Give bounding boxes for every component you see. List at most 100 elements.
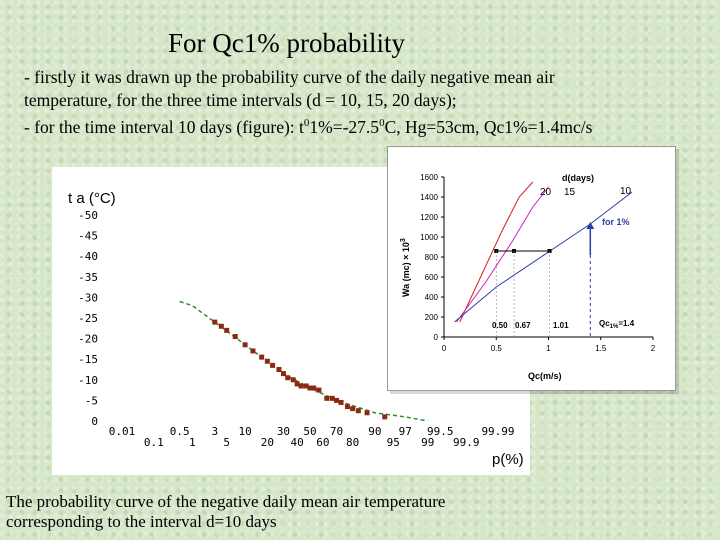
data-point (364, 410, 370, 416)
x-tick-label-lower: 40 (291, 436, 304, 449)
x-axis-label: Qc(m/s) (528, 371, 562, 381)
y-tick-label: -45 (78, 230, 98, 243)
annotation-0-67: 0.67 (515, 321, 531, 330)
x-tick-label: 1 (546, 344, 551, 353)
data-point (276, 367, 282, 372)
annotation-0-50: 0.50 (492, 321, 508, 330)
x-tick-label-lower: 20 (261, 436, 274, 449)
slide-title: For Qc1% probability (168, 28, 405, 58)
x-tick-label-upper: 97 (399, 425, 412, 438)
data-point (311, 385, 317, 391)
x-tick-label-upper: 0.01 (109, 425, 136, 438)
data-point (250, 348, 256, 354)
y-tick-label: -30 (78, 291, 98, 304)
y-tick-label: 600 (425, 273, 439, 282)
data-point (264, 358, 270, 364)
x-tick-label: 0 (442, 344, 447, 353)
y-tick-label: -40 (78, 250, 98, 263)
fit-curve (179, 300, 428, 422)
x-axis-label: p(%) (492, 451, 524, 468)
bullet1-line2: temperature, for the three time interval… (24, 90, 457, 110)
x-tick-label-lower: 99.9 (453, 436, 480, 449)
x-tick-label-lower: 80 (346, 436, 359, 449)
wa-qc-chart-panel: 0 200 400 600 800 1000 1200 1400 1600 0 0.5 1 1.5 2 … (387, 146, 676, 391)
y-tick-label: 1000 (420, 233, 438, 242)
caption-line1: The probability curve of the negative da… (6, 492, 446, 511)
y-tick-label: 1600 (420, 173, 438, 182)
series-label-10: 10 (620, 186, 632, 197)
y-tick-label: -50 (78, 209, 98, 222)
data-point (270, 362, 276, 368)
data-point (280, 371, 286, 377)
y-tick-label: -15 (78, 353, 98, 366)
y-tick-label: -10 (78, 374, 98, 387)
qc-value: =1.4 (618, 319, 634, 328)
x-tick-label: 2 (651, 344, 656, 353)
data-point (212, 319, 218, 325)
x-tick-label-upper: 10 (238, 425, 251, 438)
y-tick-label: -25 (78, 312, 98, 325)
data-point (303, 383, 309, 389)
x-tick-label: 0.5 (491, 344, 503, 353)
y-tick-label: 200 (425, 313, 439, 322)
series-label-15: 15 (564, 187, 576, 198)
y-tick-label: 1400 (420, 193, 438, 202)
x-tick-label-lower: 99 (421, 436, 434, 449)
x-tick-label-upper: 0.5 (170, 425, 190, 438)
bullet2-line: - for the time interval 10 days (figure)… (24, 112, 714, 139)
arrow-label: for 1% (602, 217, 630, 227)
data-point (290, 377, 296, 383)
qc-annotation: Qc1%=1.4 (599, 319, 635, 330)
bullet-text: - firstly it was drawn up the probabilit… (24, 66, 714, 139)
y-tick-label: 0 (434, 333, 439, 342)
y-axis-label-main: Wa (mc) × 10 (401, 242, 411, 297)
y-axis-label-sup: 3 (400, 238, 407, 242)
annotation-1-01: 1.01 (553, 321, 569, 330)
y-axis-label: Wa (mc) × 103 (400, 238, 411, 297)
series-line-20 (459, 181, 534, 323)
data-point (224, 327, 230, 333)
data-point (334, 397, 340, 403)
data-point (338, 399, 344, 405)
data-point (355, 408, 361, 414)
x-tick-label-upper: 99.99 (481, 425, 514, 438)
x-tick-label-lower: 95 (387, 436, 400, 449)
data-point (329, 395, 335, 401)
x-tick-label-upper: 50 (303, 425, 316, 438)
x-tick-label-upper: 70 (330, 425, 343, 438)
x-tick-label-upper: 3 (211, 425, 218, 438)
x-tick-label-lower: 60 (316, 436, 329, 449)
probability-chart: -50-45-40-35-30-25-20-15-10-50 0.01 0.5 3 1… (68, 190, 524, 468)
x-tick-label-lower: 0.1 (144, 436, 164, 449)
data-point (232, 334, 238, 340)
data-point (259, 354, 265, 360)
x-tick-label-upper: 30 (277, 425, 290, 438)
series-line-10 (454, 191, 633, 323)
x-tick-label-upper: 99.5 (427, 425, 454, 438)
data-point (307, 385, 313, 391)
data-point (242, 342, 248, 348)
qc-sub: 1% (610, 324, 619, 330)
data-point (344, 404, 350, 410)
data-point (324, 395, 330, 401)
bullet2-prefix: - for the time interval 10 days (figure)… (24, 116, 304, 137)
bullet2-mid: 1%=-27.5 (309, 116, 380, 137)
arrow-head-icon (586, 222, 595, 229)
caption-line2: corresponding to the interval d=10 days (6, 512, 277, 531)
data-point (298, 383, 304, 389)
bullet2-suffix: C, Hg=53cm, Qc1%=1.4mc/s (384, 116, 593, 137)
legend-title: d(days) (562, 173, 594, 183)
x-tick-label-lower: 1 (189, 436, 196, 449)
y-tick-label: 0 (91, 415, 98, 428)
series-line-15 (456, 186, 549, 323)
data-point (350, 406, 356, 412)
bullet2-sup1: 0 (303, 117, 310, 129)
data-point (218, 323, 224, 329)
y-tick-label: 1200 (420, 213, 438, 222)
y-tick-label: 400 (425, 293, 439, 302)
data-point (382, 414, 388, 420)
qc-label: Qc (599, 319, 610, 328)
y-tick-label: 800 (425, 253, 439, 262)
figure-caption: The probability curve of the negative da… (6, 492, 606, 532)
